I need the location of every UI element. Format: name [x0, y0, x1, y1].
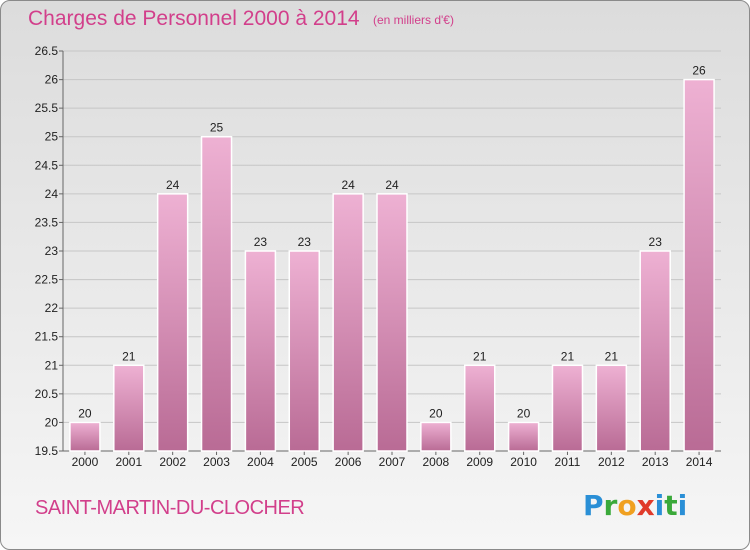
y-tick-label: 19.5: [35, 444, 59, 458]
data-label: 24: [385, 178, 399, 192]
x-tick-label: 2001: [115, 455, 142, 469]
x-tick-label: 2011: [555, 455, 581, 469]
data-label: 21: [561, 349, 575, 363]
bar: [507, 421, 540, 452]
bar: [244, 250, 277, 452]
x-tick-label: 2007: [379, 455, 406, 469]
y-tick-label: 23.5: [35, 215, 59, 229]
data-label: 21: [605, 349, 619, 363]
bar: [69, 421, 101, 452]
y-tick-label: 21: [45, 358, 59, 372]
data-label: 20: [78, 406, 92, 420]
y-tick-label: 22: [45, 301, 59, 315]
y-tick-label: 23: [45, 244, 59, 258]
data-label: 26: [692, 64, 706, 78]
bar: [551, 364, 584, 452]
bar: [376, 193, 408, 452]
y-tick-label: 21.5: [35, 330, 59, 344]
bar: [288, 250, 321, 452]
bar: [113, 364, 145, 452]
y-tick-label: 24: [45, 187, 59, 201]
data-label: 20: [517, 406, 531, 420]
x-tick-label: 2009: [466, 455, 493, 469]
logo-letter: P: [583, 489, 604, 522]
logo-letter: x: [636, 489, 655, 522]
x-tick-label: 2000: [72, 455, 99, 469]
logo-letter: r: [603, 489, 618, 522]
bar: [463, 364, 496, 452]
data-label: 23: [649, 235, 663, 249]
logo-letter: i: [654, 489, 665, 522]
bar: [683, 78, 715, 452]
y-tick-label: 26: [45, 73, 59, 87]
bar: [156, 193, 189, 452]
bar: [595, 364, 628, 452]
data-label: 24: [166, 178, 180, 192]
y-tick-label: 25: [45, 130, 59, 144]
x-tick-label: 2005: [291, 455, 318, 469]
bar: [200, 135, 233, 452]
x-tick-label: 2004: [247, 455, 274, 469]
y-tick-label: 22.5: [35, 273, 59, 287]
place-name: SAINT-MARTIN-DU-CLOCHER: [35, 497, 305, 519]
x-tick-label: 2010: [510, 455, 537, 469]
y-tick-label: 20: [45, 415, 59, 429]
logo-letter: o: [617, 489, 637, 522]
bar: [639, 250, 671, 452]
bar: [420, 421, 452, 452]
y-tick-label: 26.5: [35, 44, 59, 58]
logo-letter: i: [677, 489, 688, 522]
y-tick-label: 24.5: [35, 158, 59, 172]
x-tick-label: 2006: [335, 455, 362, 469]
data-label: 23: [254, 235, 268, 249]
data-label: 21: [122, 349, 136, 363]
data-label: 25: [210, 121, 224, 135]
y-tick-label: 20.5: [35, 387, 59, 401]
x-tick-label: 2002: [159, 455, 186, 469]
data-label: 21: [473, 349, 487, 363]
y-tick-label: 25.5: [35, 101, 59, 115]
data-label: 20: [429, 406, 443, 420]
chart-title: Charges de Personnel 2000 à 2014: [28, 7, 360, 30]
x-tick-label: 2008: [423, 455, 450, 469]
data-label: 23: [298, 235, 312, 249]
proxiti-logo: Proxiti: [583, 489, 687, 522]
bar: [332, 193, 364, 452]
x-tick-label: 2012: [598, 455, 625, 469]
x-tick-label: 2003: [203, 455, 230, 469]
data-label: 24: [341, 178, 355, 192]
x-tick-label: 2014: [686, 455, 713, 469]
chart-unit: (en milliers d'€): [373, 13, 454, 27]
logo-letter: t: [664, 489, 678, 522]
x-tick-label: 2013: [642, 455, 669, 469]
